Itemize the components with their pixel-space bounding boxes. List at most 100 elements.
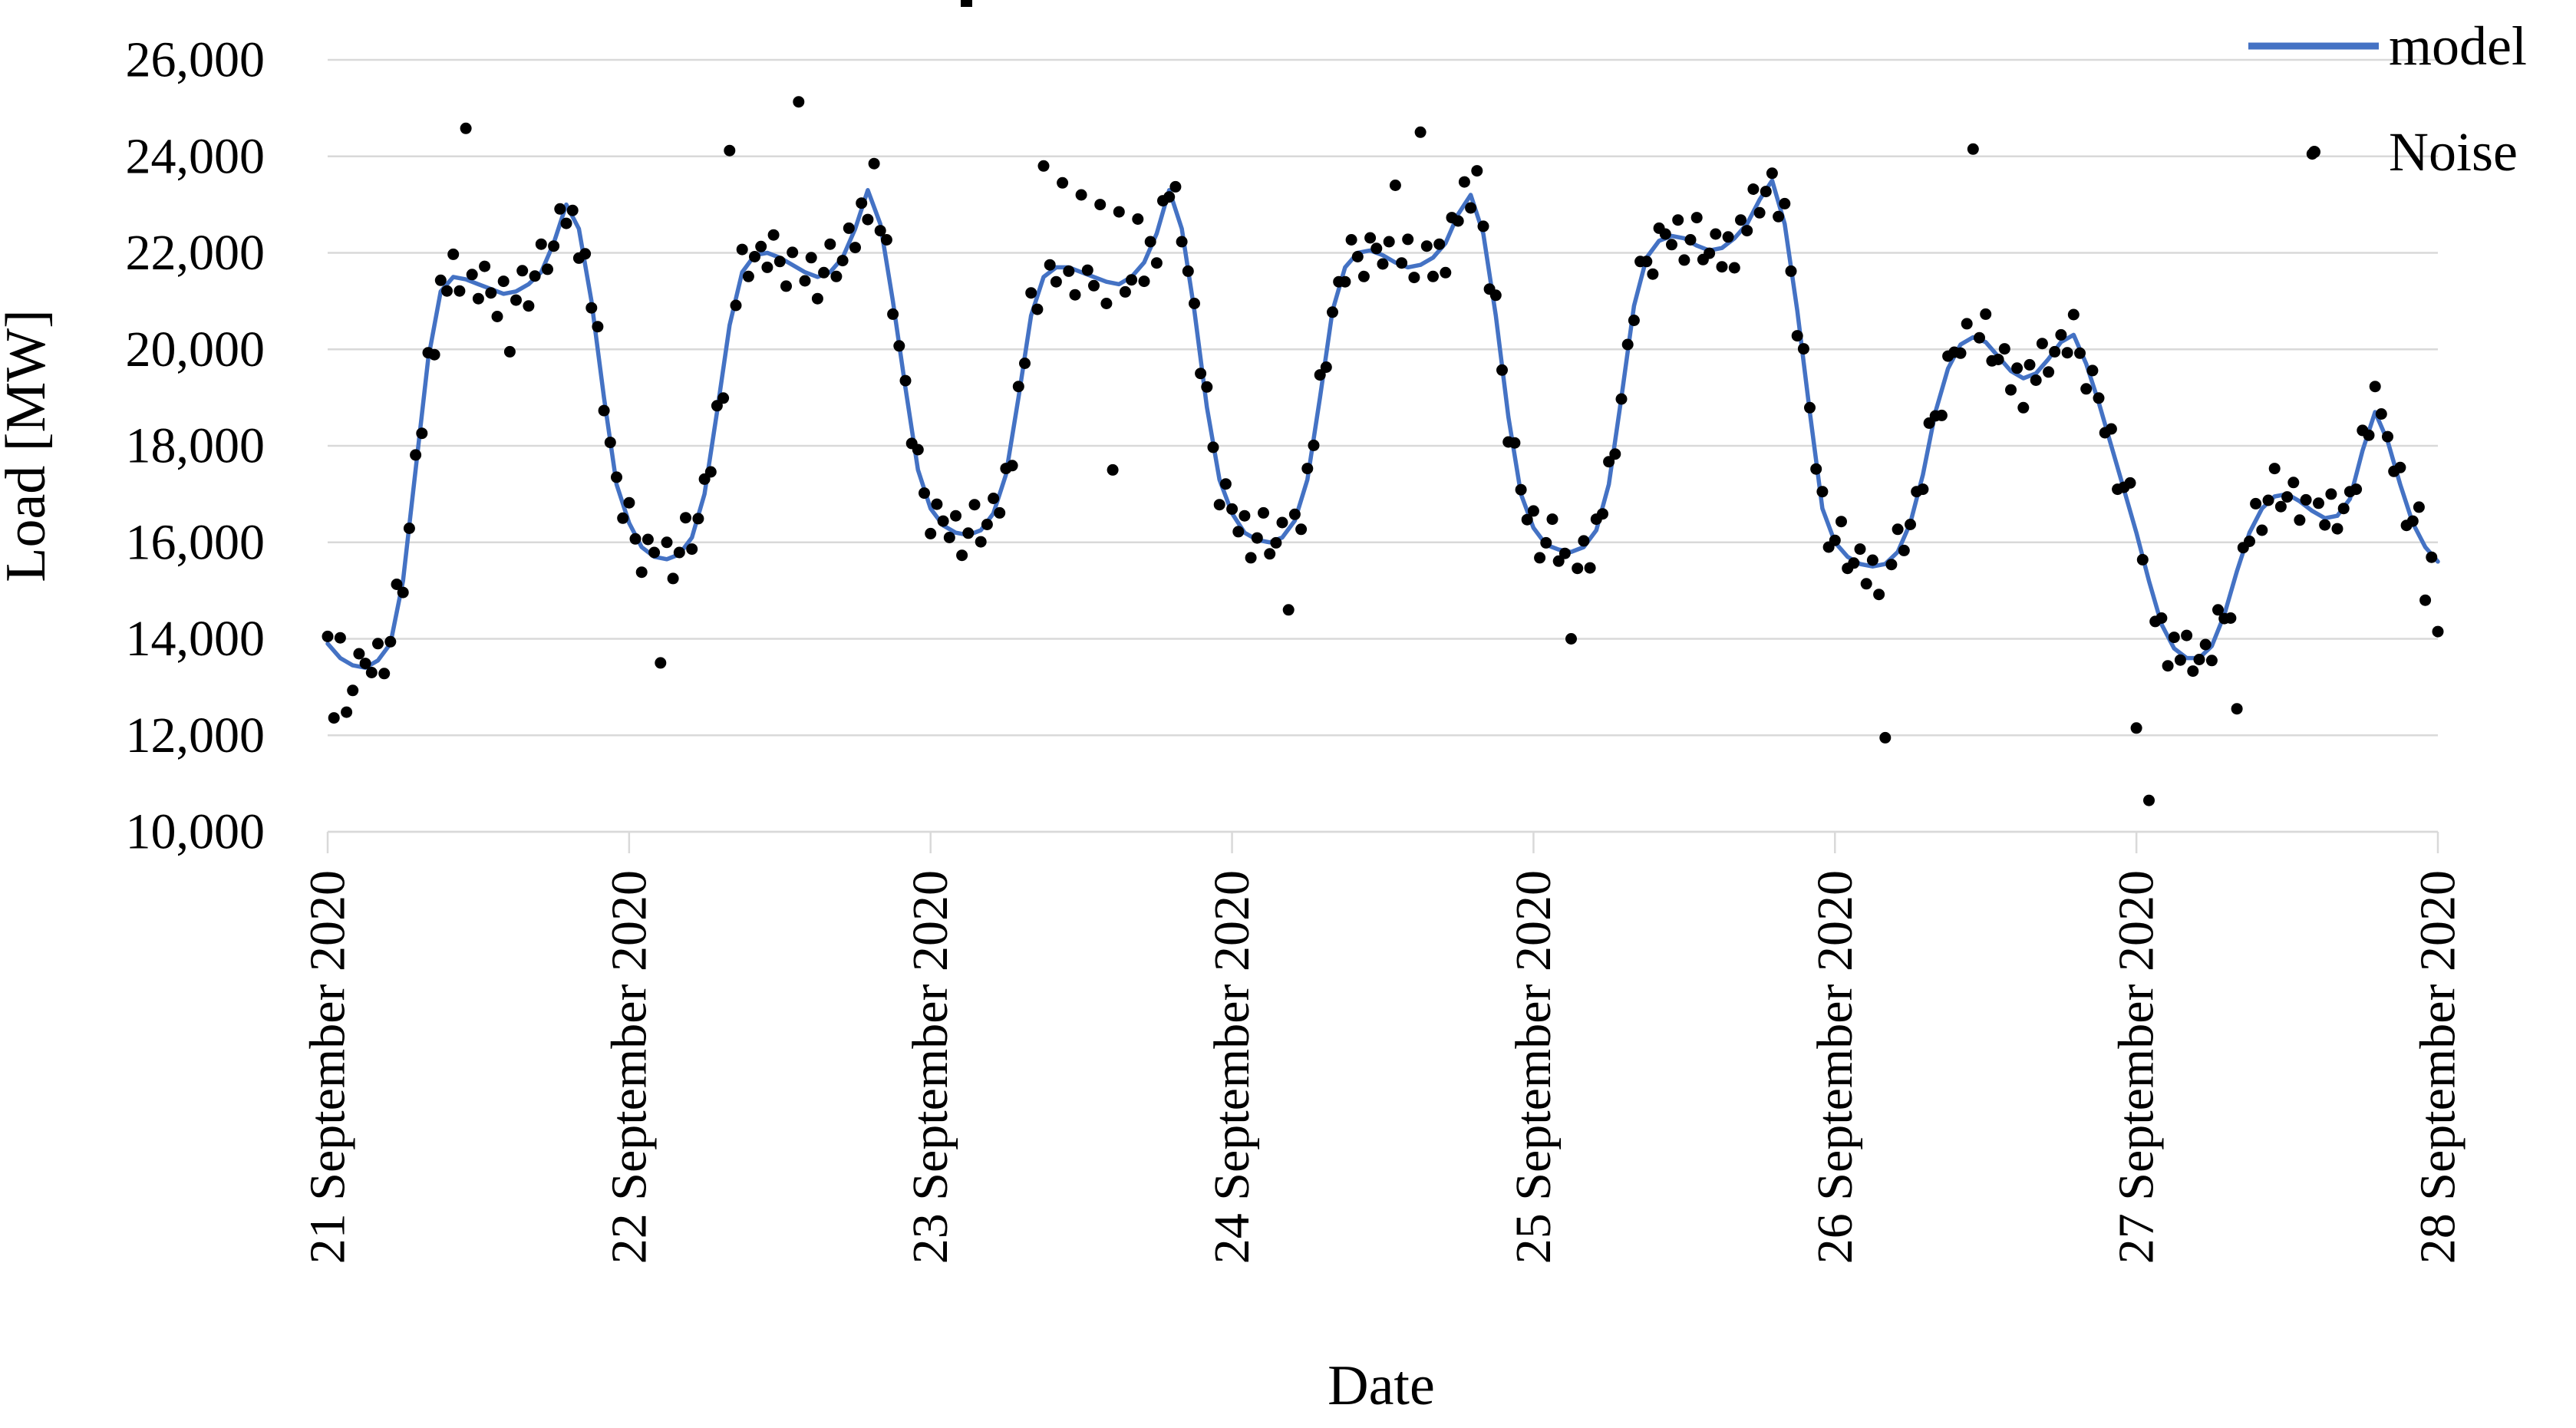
noise-point — [1710, 228, 1722, 240]
noise-point — [2124, 477, 2136, 489]
noise-point — [2394, 461, 2406, 473]
y-tick-label: 12,000 — [126, 707, 266, 763]
noise-point — [1383, 236, 1395, 248]
noise-point — [2199, 638, 2212, 651]
y-axis-title: Load [MW] — [0, 309, 58, 582]
noise-point — [416, 427, 428, 440]
noise-point — [2369, 381, 2381, 393]
noise-point — [1182, 265, 1194, 277]
noise-point — [353, 648, 365, 660]
noise-point — [799, 275, 811, 287]
y-tick-label: 10,000 — [126, 804, 266, 860]
noise-point — [1659, 228, 1671, 240]
noise-point — [447, 248, 460, 260]
noise-point — [611, 471, 622, 483]
noise-point — [818, 266, 830, 279]
noise-point — [2155, 612, 2168, 624]
noise-point — [2061, 347, 2073, 359]
noise-point — [1873, 589, 1885, 601]
x-tick-label: 24 September 2020 — [1204, 870, 1260, 1264]
noise-point — [673, 546, 685, 559]
noise-point — [629, 533, 642, 545]
noise-point — [1427, 270, 1439, 282]
noise-point — [1452, 215, 1464, 227]
noise-point — [1728, 262, 1740, 274]
noise-point — [1126, 274, 1138, 286]
noise-point — [1829, 534, 1841, 546]
noise-point — [516, 265, 529, 277]
noise-point — [1848, 557, 1860, 569]
noise-point — [887, 308, 899, 320]
noise-point — [2281, 491, 2294, 503]
noise-point — [1270, 536, 1282, 549]
noise-point — [460, 122, 472, 134]
x-tick-label: 25 September 2020 — [1506, 870, 1562, 1264]
noise-point — [849, 242, 861, 254]
noise-point — [1773, 210, 1785, 223]
noise-point — [1288, 508, 1301, 520]
noise-point — [1735, 214, 1746, 226]
noise-point — [1433, 238, 1446, 250]
noise-point — [1860, 578, 1872, 590]
noise-point — [1546, 513, 1558, 526]
noise-point — [1239, 510, 1251, 522]
noise-point — [2043, 366, 2055, 378]
noise-point — [1251, 532, 1263, 544]
noise-point — [598, 404, 610, 417]
y-tick-label: 24,000 — [126, 128, 266, 184]
noise-point — [1031, 303, 1044, 315]
noise-point — [1025, 287, 1037, 299]
noise-point — [1100, 298, 1113, 309]
noise-point — [1540, 536, 1552, 549]
noise-point — [1967, 143, 1979, 155]
noise-point — [1527, 505, 1539, 517]
noise-point — [391, 579, 403, 590]
noise-point — [1892, 523, 1904, 536]
noise-point — [717, 392, 730, 404]
noise-point — [1258, 506, 1269, 519]
noise-point — [1678, 254, 1690, 266]
x-tick-label: 22 September 2020 — [601, 870, 657, 1264]
noise-point — [566, 204, 579, 216]
noise-point — [2294, 514, 2306, 526]
noise-point — [1810, 463, 1822, 475]
noise-point — [334, 632, 346, 644]
noise-point — [1935, 409, 1948, 421]
noise-point — [347, 684, 359, 697]
noise-point — [1138, 275, 1150, 288]
noise-point — [479, 260, 491, 272]
noise-point — [403, 523, 415, 534]
noise-point — [1440, 266, 1452, 279]
noise-point — [805, 252, 817, 264]
x-tick-label: 23 September 2020 — [902, 870, 958, 1264]
noise-point — [2080, 383, 2093, 395]
noise-point — [2337, 503, 2350, 515]
noise-points — [322, 96, 2444, 806]
noise-point — [1057, 176, 1069, 189]
noise-point — [1219, 478, 1232, 490]
noise-point — [1320, 361, 1332, 373]
noise-point — [1050, 275, 1062, 288]
noise-point — [1690, 212, 1703, 224]
noise-point — [1465, 202, 1477, 214]
noise-point — [975, 536, 987, 548]
noise-point — [761, 261, 773, 273]
noise-point — [686, 543, 698, 556]
noise-point — [667, 572, 679, 585]
noise-point — [1885, 559, 1898, 571]
noise-point — [1534, 552, 1546, 564]
noise-point — [937, 515, 949, 527]
noise-point — [1521, 513, 1533, 526]
noise-point — [962, 527, 975, 539]
noise-point — [2105, 423, 2117, 435]
noise-point — [730, 299, 742, 312]
noise-point — [1195, 368, 1207, 380]
noise-point — [2205, 655, 2218, 667]
noise-point — [755, 240, 767, 252]
noise-point — [1402, 233, 1414, 246]
noise-point — [1509, 437, 1521, 449]
noise-point — [1753, 206, 1766, 219]
noise-point — [2406, 515, 2419, 527]
noise-point — [2313, 497, 2324, 510]
noise-point — [2350, 483, 2363, 496]
